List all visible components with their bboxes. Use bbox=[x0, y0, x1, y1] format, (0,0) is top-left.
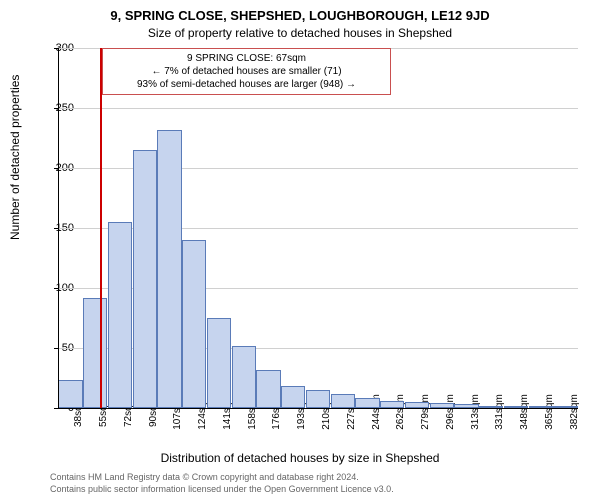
histogram-bar bbox=[380, 401, 404, 408]
annotation-line-3: 93% of semi-detached houses are larger (… bbox=[109, 78, 384, 91]
x-tick-label: 262sqm bbox=[395, 394, 406, 430]
histogram-bar bbox=[182, 240, 206, 408]
annotation-box: 9 SPRING CLOSE: 67sqm ← 7% of detached h… bbox=[102, 48, 391, 95]
annotation-line-2: ← 7% of detached houses are smaller (71) bbox=[109, 65, 384, 78]
histogram-bar bbox=[355, 398, 379, 408]
x-axis-label: Distribution of detached houses by size … bbox=[0, 451, 600, 465]
histogram-bar bbox=[83, 298, 107, 408]
y-tick-mark bbox=[54, 408, 58, 409]
y-tick-mark bbox=[54, 168, 58, 169]
annotation-line-1: 9 SPRING CLOSE: 67sqm bbox=[109, 52, 384, 65]
histogram-bar bbox=[331, 394, 355, 408]
x-tick-label: 348sqm bbox=[519, 394, 530, 430]
histogram-bar bbox=[207, 318, 231, 408]
x-tick-label: 365sqm bbox=[544, 394, 555, 430]
y-tick-mark bbox=[54, 288, 58, 289]
plot-area: 38sqm55sqm72sqm90sqm107sqm124sqm141sqm15… bbox=[58, 48, 578, 408]
histogram-bar bbox=[232, 346, 256, 408]
y-axis-label: Number of detached properties bbox=[8, 75, 22, 240]
footer-text-1: Contains HM Land Registry data © Crown c… bbox=[50, 472, 359, 482]
chart-container: 9, SPRING CLOSE, SHEPSHED, LOUGHBOROUGH,… bbox=[0, 0, 600, 500]
y-tick-mark bbox=[54, 228, 58, 229]
histogram-bar bbox=[306, 390, 330, 408]
histogram-bar bbox=[256, 370, 280, 408]
histogram-bar bbox=[133, 150, 157, 408]
grid-line bbox=[58, 108, 578, 109]
histogram-bar bbox=[108, 222, 132, 408]
y-axis-line bbox=[58, 48, 59, 408]
y-tick-mark bbox=[54, 48, 58, 49]
footer-text-2: Contains public sector information licen… bbox=[50, 484, 394, 494]
y-tick-mark bbox=[54, 108, 58, 109]
x-tick-label: 313sqm bbox=[470, 394, 481, 430]
y-tick-mark bbox=[54, 348, 58, 349]
x-tick-label: 279sqm bbox=[420, 394, 431, 430]
marker-line bbox=[100, 48, 102, 408]
histogram-bar bbox=[281, 386, 305, 408]
x-tick-label: 331sqm bbox=[494, 394, 505, 430]
histogram-bar bbox=[58, 380, 82, 408]
chart-title-main: 9, SPRING CLOSE, SHEPSHED, LOUGHBOROUGH,… bbox=[0, 8, 600, 23]
chart-title-sub: Size of property relative to detached ho… bbox=[0, 26, 600, 40]
x-tick-label: 296sqm bbox=[445, 394, 456, 430]
histogram-bar bbox=[157, 130, 181, 408]
x-tick-label: 382sqm bbox=[569, 394, 580, 430]
x-axis-line bbox=[58, 408, 578, 409]
